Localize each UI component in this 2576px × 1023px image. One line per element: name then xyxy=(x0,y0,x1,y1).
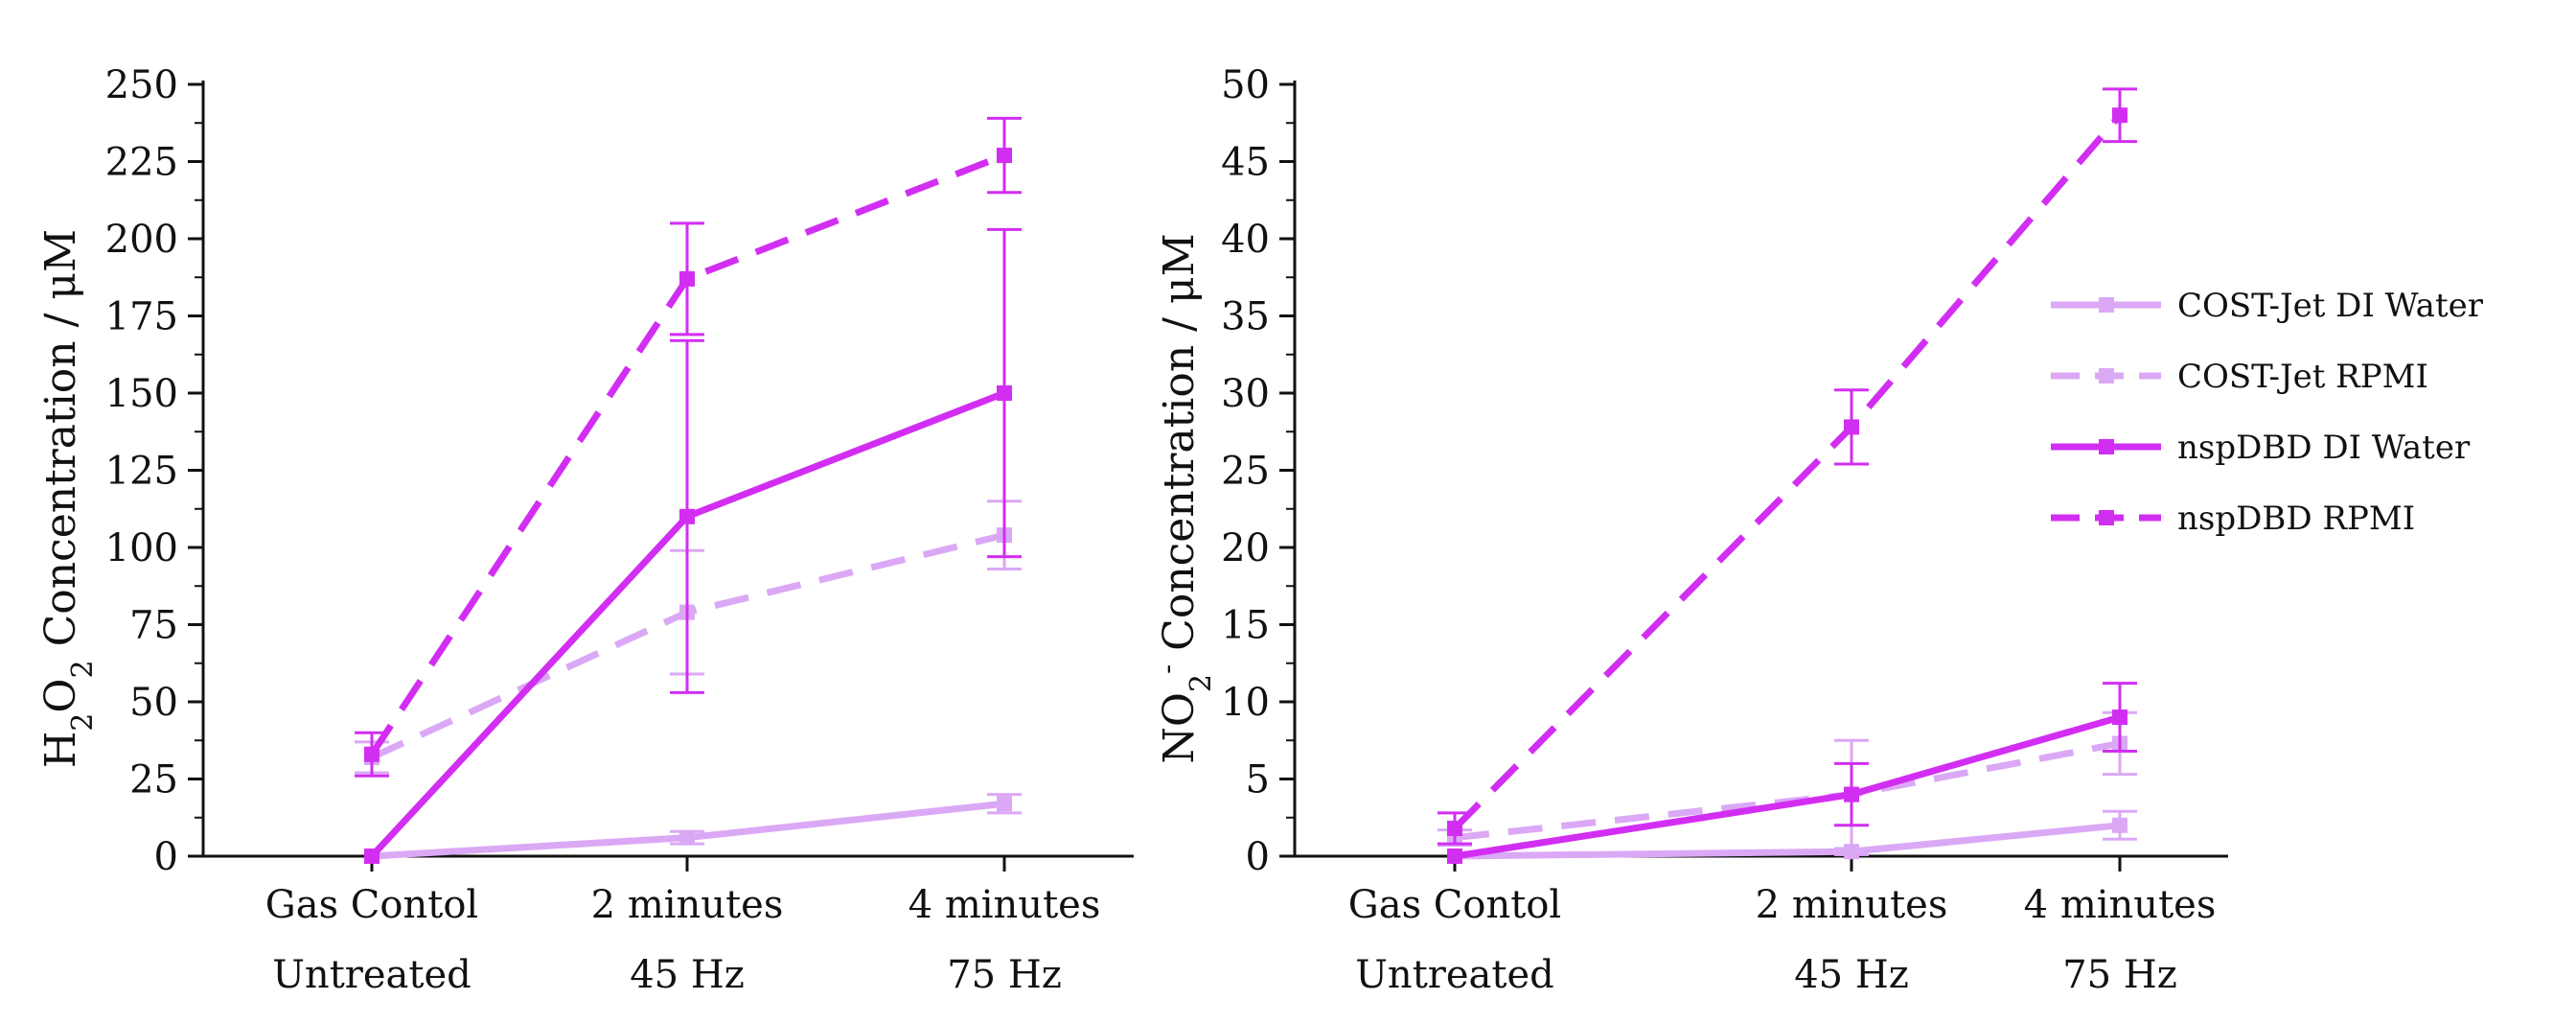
y-tick-label: 20 xyxy=(1221,526,1270,570)
y-tick-label: 25 xyxy=(129,758,178,802)
y-tick-label: 25 xyxy=(1221,450,1270,494)
y-tick-label: 250 xyxy=(105,63,178,107)
y-tick-label: 175 xyxy=(105,295,178,339)
data-point xyxy=(1447,821,1462,837)
data-point xyxy=(364,746,380,762)
y-tick-label: 75 xyxy=(129,604,178,648)
legend: COST-Jet DI Water COST-Jet RPMI nspDBD DI … xyxy=(2051,287,2484,538)
x-tick-label: 2 minutes xyxy=(591,883,784,927)
x-tick-label: 4 minutes xyxy=(908,883,1101,927)
y-tick-label: 40 xyxy=(1221,218,1270,262)
y-tick-label: 100 xyxy=(105,526,178,570)
data-point xyxy=(364,849,380,864)
x-tick-label: Gas Contol xyxy=(265,883,478,927)
series-nspdbd-rpmi xyxy=(1438,87,2137,846)
y-axis-label: NO2- Concentration / μM xyxy=(1151,233,1218,763)
y-tick-label: 10 xyxy=(1221,681,1270,725)
legend-item: nspDBD DI Water xyxy=(2051,429,2471,467)
y-tick-label: 35 xyxy=(1221,295,1270,339)
y-tick-label: 50 xyxy=(129,681,178,725)
legend-label: nspDBD RPMI xyxy=(2177,500,2415,538)
y-tick-label: 45 xyxy=(1221,141,1270,185)
chart-no2: NO2- Concentration / μM 0 5 10 15 20 25 30 35 40… xyxy=(1151,63,2228,997)
y-tick-label: 50 xyxy=(1221,63,1270,107)
x-tick-label: Gas Contol xyxy=(1348,883,1561,927)
x-tick-label-sub: 45 Hz xyxy=(1794,953,1909,997)
legend-marker xyxy=(2099,297,2114,313)
chart-h2o2: H2O2 Concentration / μM 0 25 50 75 100 125 150… xyxy=(36,63,1134,997)
x-tick-label-sub: 75 Hz xyxy=(2062,953,2177,997)
y-tick-label: 0 xyxy=(154,835,178,879)
data-point xyxy=(997,796,1012,812)
y-tick-label: 150 xyxy=(105,372,178,416)
series-line xyxy=(371,800,1005,860)
series-line xyxy=(1452,112,2123,831)
x-tick-label-sub: Untreated xyxy=(1355,953,1554,997)
legend-label: COST-Jet RPMI xyxy=(2177,358,2428,396)
series-nspdbd-di-water xyxy=(1447,682,2137,864)
data-point xyxy=(2112,817,2128,833)
y-tick-label: 125 xyxy=(105,450,178,494)
series-cost-jet-di-water xyxy=(364,793,1022,864)
data-point xyxy=(1844,786,1859,802)
legend-item: COST-Jet DI Water xyxy=(2051,287,2484,325)
legend-marker xyxy=(2099,439,2114,454)
legend-marker xyxy=(2099,510,2114,525)
y-tick-label: 5 xyxy=(1246,758,1270,802)
x-tick-label-sub: 45 Hz xyxy=(630,953,745,997)
series-nspdbd-di-water xyxy=(364,227,1022,864)
data-point xyxy=(679,829,695,846)
y-tick-label: 30 xyxy=(1221,372,1270,416)
data-point xyxy=(2112,107,2128,124)
legend-label: nspDBD DI Water xyxy=(2177,429,2471,467)
x-tick-label: 4 minutes xyxy=(2024,883,2217,927)
series-nspdbd-rpmi xyxy=(355,116,1022,778)
x-tick-label-sub: 75 Hz xyxy=(947,953,1062,997)
data-point xyxy=(997,148,1012,164)
y-tick-label: 200 xyxy=(105,218,178,262)
y-tick-label: 0 xyxy=(1246,835,1270,879)
legend-item: nspDBD RPMI xyxy=(2051,500,2415,538)
data-point xyxy=(1844,419,1859,435)
x-tick-label-sub: Untreated xyxy=(272,953,472,997)
legend-marker xyxy=(2099,368,2114,384)
data-point xyxy=(679,270,695,287)
y-tick-label: 225 xyxy=(105,141,178,185)
data-point xyxy=(997,385,1012,401)
x-tick-label: 2 minutes xyxy=(1756,883,1948,927)
series-line xyxy=(1454,740,2121,842)
data-point xyxy=(679,508,695,524)
y-axis-label: H2O2 Concentration / μM xyxy=(36,229,100,768)
legend-item: COST-Jet RPMI xyxy=(2051,358,2428,396)
legend-label: COST-Jet DI Water xyxy=(2177,287,2484,325)
data-point xyxy=(1447,849,1462,864)
series-cost-jet-rpmi xyxy=(1438,710,2137,850)
data-point xyxy=(2112,709,2128,726)
y-tick-label: 15 xyxy=(1221,604,1270,648)
